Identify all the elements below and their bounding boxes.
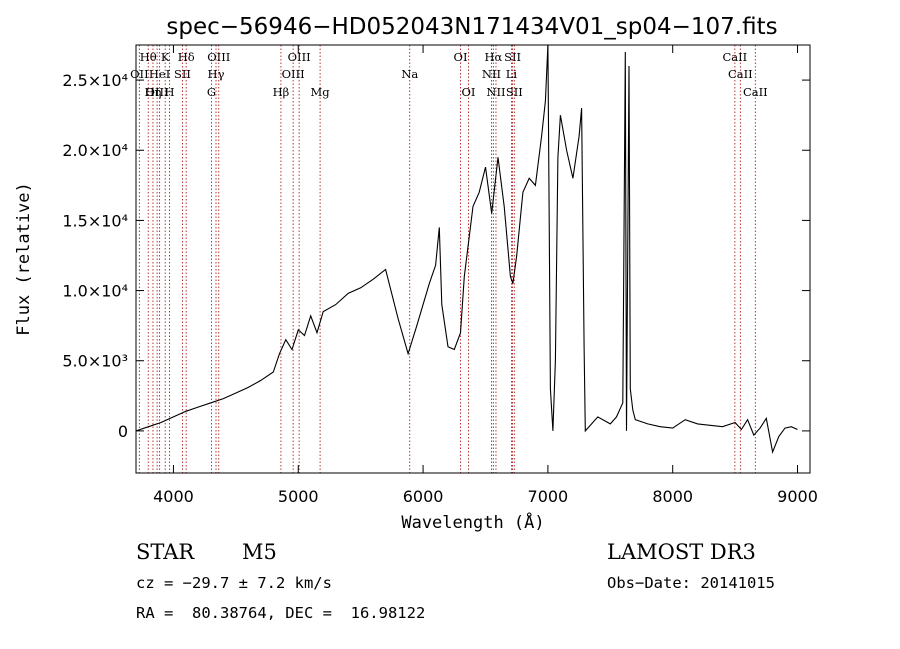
spectral-line-label: NII	[482, 67, 501, 81]
object-subclass: M5	[242, 540, 277, 564]
spectral-line-label: HeI	[149, 67, 170, 81]
spectral-line-markers	[138, 45, 756, 473]
spectral-line-labels: Hθ Hη OII OIII K HeI H SII Hδ OIII Hγ G Hβ OIII OIII Mg…	[130, 50, 768, 99]
spectral-line-label: Hα	[484, 50, 502, 64]
chart-title: spec−56946−HD052043N171434V01_sp04−107.f…	[166, 14, 777, 40]
spectral-line-label: K	[161, 50, 170, 64]
spectrum-line	[135, 44, 798, 454]
plot-frame	[135, 44, 811, 474]
x-tick-label: 6000	[403, 487, 444, 506]
spectrum-plot: spec−56946−HD052043N171434V01_sp04−107.f…	[14, 14, 818, 533]
spectral-line-label: Mg	[311, 85, 331, 99]
y-tick-label: 5.0×10³	[62, 352, 128, 371]
x-tick-label: 8000	[652, 487, 693, 506]
spectral-line-label: OIII	[207, 50, 230, 64]
spectral-line-label: Hθ	[140, 50, 157, 64]
spectral-line-label: H	[165, 85, 175, 99]
spectral-line-label: NII	[486, 85, 505, 99]
coordinates-readout: RA = 80.38764, DEC = 16.98122	[136, 604, 426, 622]
spectral-line-label: Hδ	[178, 50, 195, 64]
spectral-line-label: OIII	[288, 50, 311, 64]
spectral-line-label: Na	[401, 67, 418, 81]
x-tick-label: 9000	[777, 487, 818, 506]
x-tick-label: 5000	[278, 487, 319, 506]
spectral-line-label: SII	[174, 67, 191, 81]
y-tick-label: 0	[118, 422, 128, 441]
spectral-line-label: Li	[506, 67, 518, 81]
x-tick-label: 7000	[528, 487, 569, 506]
spectral-line-label: SII	[504, 50, 521, 64]
spectral-line-label: OIII	[282, 67, 305, 81]
survey-label: LAMOST DR3	[607, 540, 756, 564]
redshift-readout: cz = −29.7 ± 7.2 km/s	[136, 574, 332, 592]
observation-date: Obs−Date: 20141015	[607, 574, 775, 592]
spectral-line-label: OI	[462, 85, 476, 99]
object-class: STAR	[136, 540, 195, 564]
spectral-line-label: OII	[130, 67, 149, 81]
x-tick-label: 4000	[153, 487, 194, 506]
spectral-line-label: Hγ	[208, 67, 225, 81]
spectral-line-label: CaII	[743, 85, 768, 99]
y-tick-label: 2.5×10⁴	[62, 71, 128, 90]
y-tick-label: 1.5×10⁴	[62, 211, 128, 230]
y-axis-label: Flux (relative)	[14, 182, 34, 336]
spectral-line-label: OIII	[146, 85, 169, 99]
y-axis: 0 5.0×10³ 1.0×10⁴ 1.5×10⁴ 2.0×10⁴ 2.5×10⁴	[62, 71, 810, 441]
spectral-line-label: OI	[454, 50, 468, 64]
x-axis-label: Wavelength (Å)	[401, 511, 544, 533]
spectral-line-label: SII	[506, 85, 523, 99]
spectral-line-label: CaII	[728, 67, 753, 81]
spectral-line-label: Hη	[145, 85, 162, 99]
spectral-line-label: G	[207, 85, 216, 99]
x-axis: 4000 5000 6000 7000 8000 9000	[153, 45, 818, 506]
y-tick-label: 1.0×10⁴	[62, 282, 128, 301]
spectral-line-label: Hβ	[273, 85, 290, 99]
y-tick-label: 2.0×10⁴	[62, 141, 128, 160]
spectral-line-label: CaII	[722, 50, 747, 64]
